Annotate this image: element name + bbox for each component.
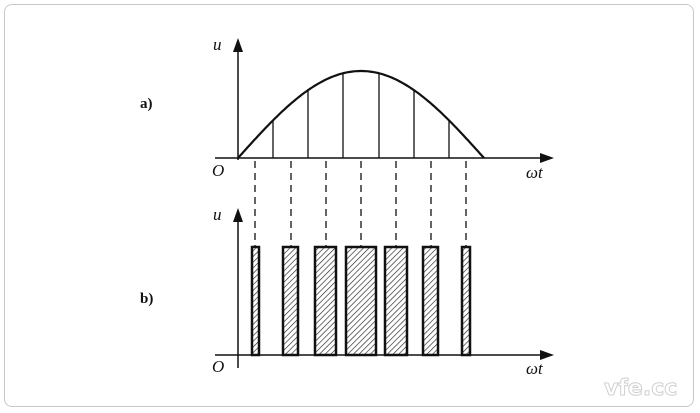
panel-b: u O ωt b) bbox=[140, 205, 554, 378]
pulse bbox=[460, 245, 472, 357]
dashed-guides bbox=[254, 161, 467, 247]
y-axis-label-b: u bbox=[213, 205, 222, 224]
origin-label-a: O bbox=[212, 161, 224, 180]
pulse bbox=[383, 245, 409, 357]
y-axis-arrow-a bbox=[233, 38, 243, 52]
x-axis-label-a: ωt bbox=[526, 163, 544, 182]
sample-lines bbox=[272, 73, 450, 158]
pulse bbox=[250, 245, 261, 357]
y-axis-label-a: u bbox=[213, 35, 222, 54]
figure-frame bbox=[4, 4, 694, 407]
x-axis-label-b: ωt bbox=[526, 359, 544, 378]
sine-curve bbox=[237, 69, 485, 159]
pulse-train bbox=[250, 245, 472, 357]
origin-label-b: O bbox=[212, 357, 224, 376]
panel-a: u O ωt a) bbox=[140, 35, 554, 182]
pulse bbox=[281, 245, 300, 357]
panel-label-a: a) bbox=[140, 96, 153, 112]
pulse bbox=[421, 245, 440, 357]
y-axis-arrow-b bbox=[233, 208, 243, 222]
watermark: vfe.cc bbox=[604, 376, 677, 401]
x-axis-arrow-b bbox=[540, 350, 554, 360]
pulse bbox=[344, 245, 378, 357]
x-axis-arrow-a bbox=[540, 153, 554, 163]
panel-label-b: b) bbox=[140, 291, 153, 307]
pulse bbox=[313, 245, 338, 357]
